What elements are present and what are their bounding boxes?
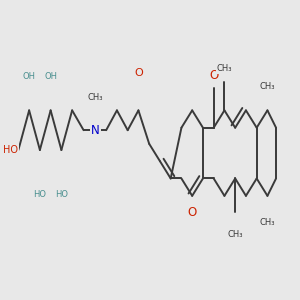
Text: OH: OH: [44, 72, 57, 81]
Text: O: O: [188, 206, 197, 219]
Text: HO: HO: [3, 145, 18, 155]
Text: HO: HO: [55, 190, 68, 199]
Text: O: O: [209, 69, 218, 82]
Text: OH: OH: [22, 72, 36, 81]
Text: N: N: [91, 124, 100, 137]
Text: CH₃: CH₃: [217, 64, 232, 73]
Text: CH₃: CH₃: [227, 230, 243, 239]
Text: CH₃: CH₃: [88, 93, 103, 102]
Text: HO: HO: [33, 190, 46, 199]
Text: CH₃: CH₃: [260, 218, 275, 227]
Text: O: O: [134, 68, 143, 78]
Text: CH₃: CH₃: [260, 82, 275, 91]
